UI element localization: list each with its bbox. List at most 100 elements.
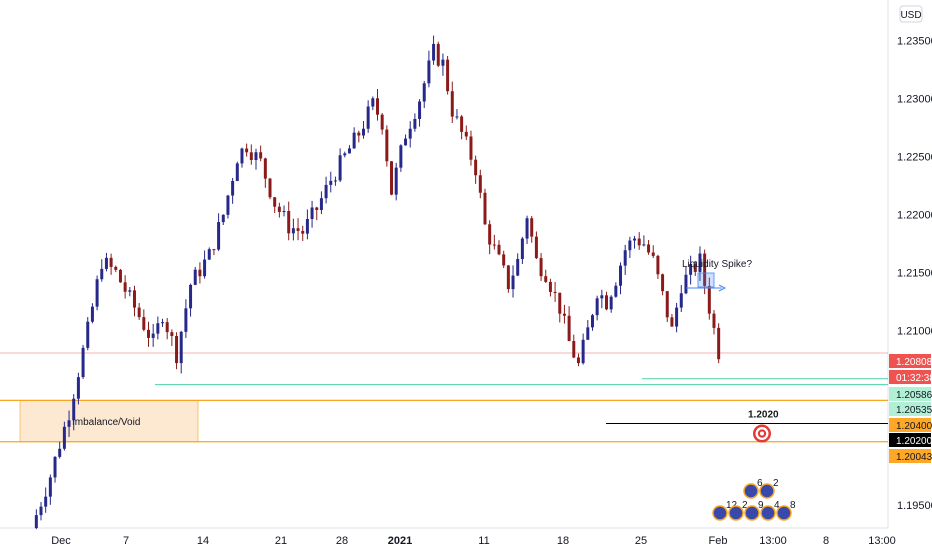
candle-body <box>123 282 127 292</box>
candle-body <box>460 116 464 132</box>
event-badge[interactable]: 12 <box>712 500 738 521</box>
candle-body <box>422 83 426 102</box>
candle-body <box>44 496 48 507</box>
price-tag-box <box>889 370 931 384</box>
candle-body <box>619 265 623 286</box>
candle-body <box>53 456 57 478</box>
event-badge[interactable]: 4 <box>760 500 780 521</box>
y-tick-label: 1.23000 <box>897 94 932 106</box>
candle-body <box>324 184 328 199</box>
flag-icon <box>744 505 760 521</box>
candle-body <box>240 148 244 164</box>
candle-body <box>712 313 716 328</box>
candle-body <box>333 180 337 182</box>
candle-body <box>296 228 300 231</box>
candle-body <box>137 307 141 318</box>
price-tag-label: 1.20043 <box>896 452 932 463</box>
candle-body <box>441 59 445 66</box>
price-tags: 1.20808 01:32:38 1.20586 1.20535 1.20400 1.20… <box>889 354 932 463</box>
imbalance-box <box>19 400 199 443</box>
candle-body <box>679 293 683 308</box>
time-axis[interactable]: Dec 7 14 21 28 2021 11 18 25 Feb 13:00 8 13:00 <box>51 535 896 547</box>
candle-body <box>698 253 702 272</box>
candle-body <box>217 222 221 250</box>
event-badge[interactable]: 6 <box>743 478 763 499</box>
candle-body <box>446 59 450 92</box>
x-tick-label: 13:00 <box>868 535 896 547</box>
candle-body <box>245 148 249 153</box>
candle-body <box>62 426 66 449</box>
price-tag-box <box>889 418 931 432</box>
candle-body <box>394 167 398 195</box>
candle-body <box>357 132 361 136</box>
candle-body <box>175 335 179 364</box>
event-badge-count: 2 <box>742 500 748 511</box>
candle-body <box>408 128 412 139</box>
candle-body <box>109 257 113 267</box>
candle-body <box>525 218 529 239</box>
candle-body <box>614 285 618 297</box>
candle-body <box>100 268 104 280</box>
candle-body <box>689 264 693 275</box>
candle-body <box>586 327 590 340</box>
currency-button[interactable]: USD <box>899 5 923 23</box>
event-badge[interactable]: 9 <box>744 500 764 521</box>
event-badge[interactable]: 2 <box>759 478 779 499</box>
candle-body <box>184 308 188 332</box>
flag-icon <box>776 505 792 521</box>
candle-body <box>661 274 665 292</box>
liquidity-box <box>697 272 715 288</box>
candle-body <box>567 315 571 342</box>
event-badge[interactable]: 8 <box>776 500 796 521</box>
candle-body <box>707 285 711 314</box>
candle-body <box>352 132 356 149</box>
candle-body <box>474 159 478 176</box>
price-tag-label: 1.20400 <box>896 421 932 432</box>
y-tick-label: 1.23500 <box>897 36 932 48</box>
candle-body <box>347 148 351 154</box>
candle-body <box>371 98 375 107</box>
candle-body <box>530 218 534 237</box>
candle-body <box>539 258 543 277</box>
candle-body <box>651 252 655 256</box>
price-tag-box <box>889 354 931 368</box>
candle-body <box>226 195 230 215</box>
candle-body <box>235 163 239 182</box>
candle-body <box>469 136 473 160</box>
candle-body <box>291 228 295 234</box>
candle-body <box>282 211 286 213</box>
event-badges[interactable]: 6 2 12 2 9 4 8 <box>712 478 796 521</box>
candle-body <box>287 211 291 234</box>
candle-body <box>189 284 193 309</box>
candle-body <box>376 98 379 115</box>
candle-body <box>118 269 122 283</box>
candle-body <box>198 269 202 277</box>
candle-body <box>385 129 389 162</box>
candle-body <box>58 448 62 457</box>
imbalance-label: Imbalance/Void <box>72 417 140 428</box>
candle-body <box>609 296 613 310</box>
candle-body <box>156 323 160 334</box>
candle-body <box>418 101 422 119</box>
candle-body <box>633 238 637 241</box>
candle-body <box>301 230 305 234</box>
event-badge[interactable]: 2 <box>728 500 748 521</box>
candle-body <box>273 197 277 207</box>
candle-body <box>478 175 482 193</box>
candle-body <box>717 327 721 360</box>
candle-body <box>366 106 370 129</box>
candle-body <box>76 377 80 399</box>
candle-body <box>675 307 679 327</box>
candle-body <box>132 290 136 308</box>
candle-body <box>254 152 258 160</box>
candle-body <box>249 152 253 160</box>
candle-body <box>212 249 216 251</box>
price-axis[interactable]: 1.23500 1.23000 1.22500 1.22000 1.21500 1.210… <box>897 36 932 512</box>
candlestick-series <box>34 35 721 530</box>
arrow-right-icon <box>718 284 727 292</box>
candle-body <box>259 152 263 159</box>
candle-body <box>450 91 454 117</box>
candle-body <box>104 257 108 269</box>
candle-body <box>338 155 342 181</box>
x-tick-label: 25 <box>635 535 647 547</box>
